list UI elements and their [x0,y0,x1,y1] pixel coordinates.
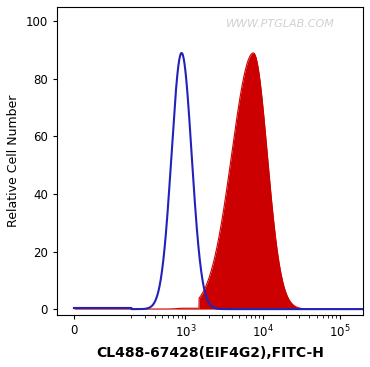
Text: WWW.PTGLAB.COM: WWW.PTGLAB.COM [226,19,335,29]
X-axis label: CL488-67428(EIF4G2),FITC-H: CL488-67428(EIF4G2),FITC-H [96,346,324,360]
Y-axis label: Relative Cell Number: Relative Cell Number [7,95,20,227]
